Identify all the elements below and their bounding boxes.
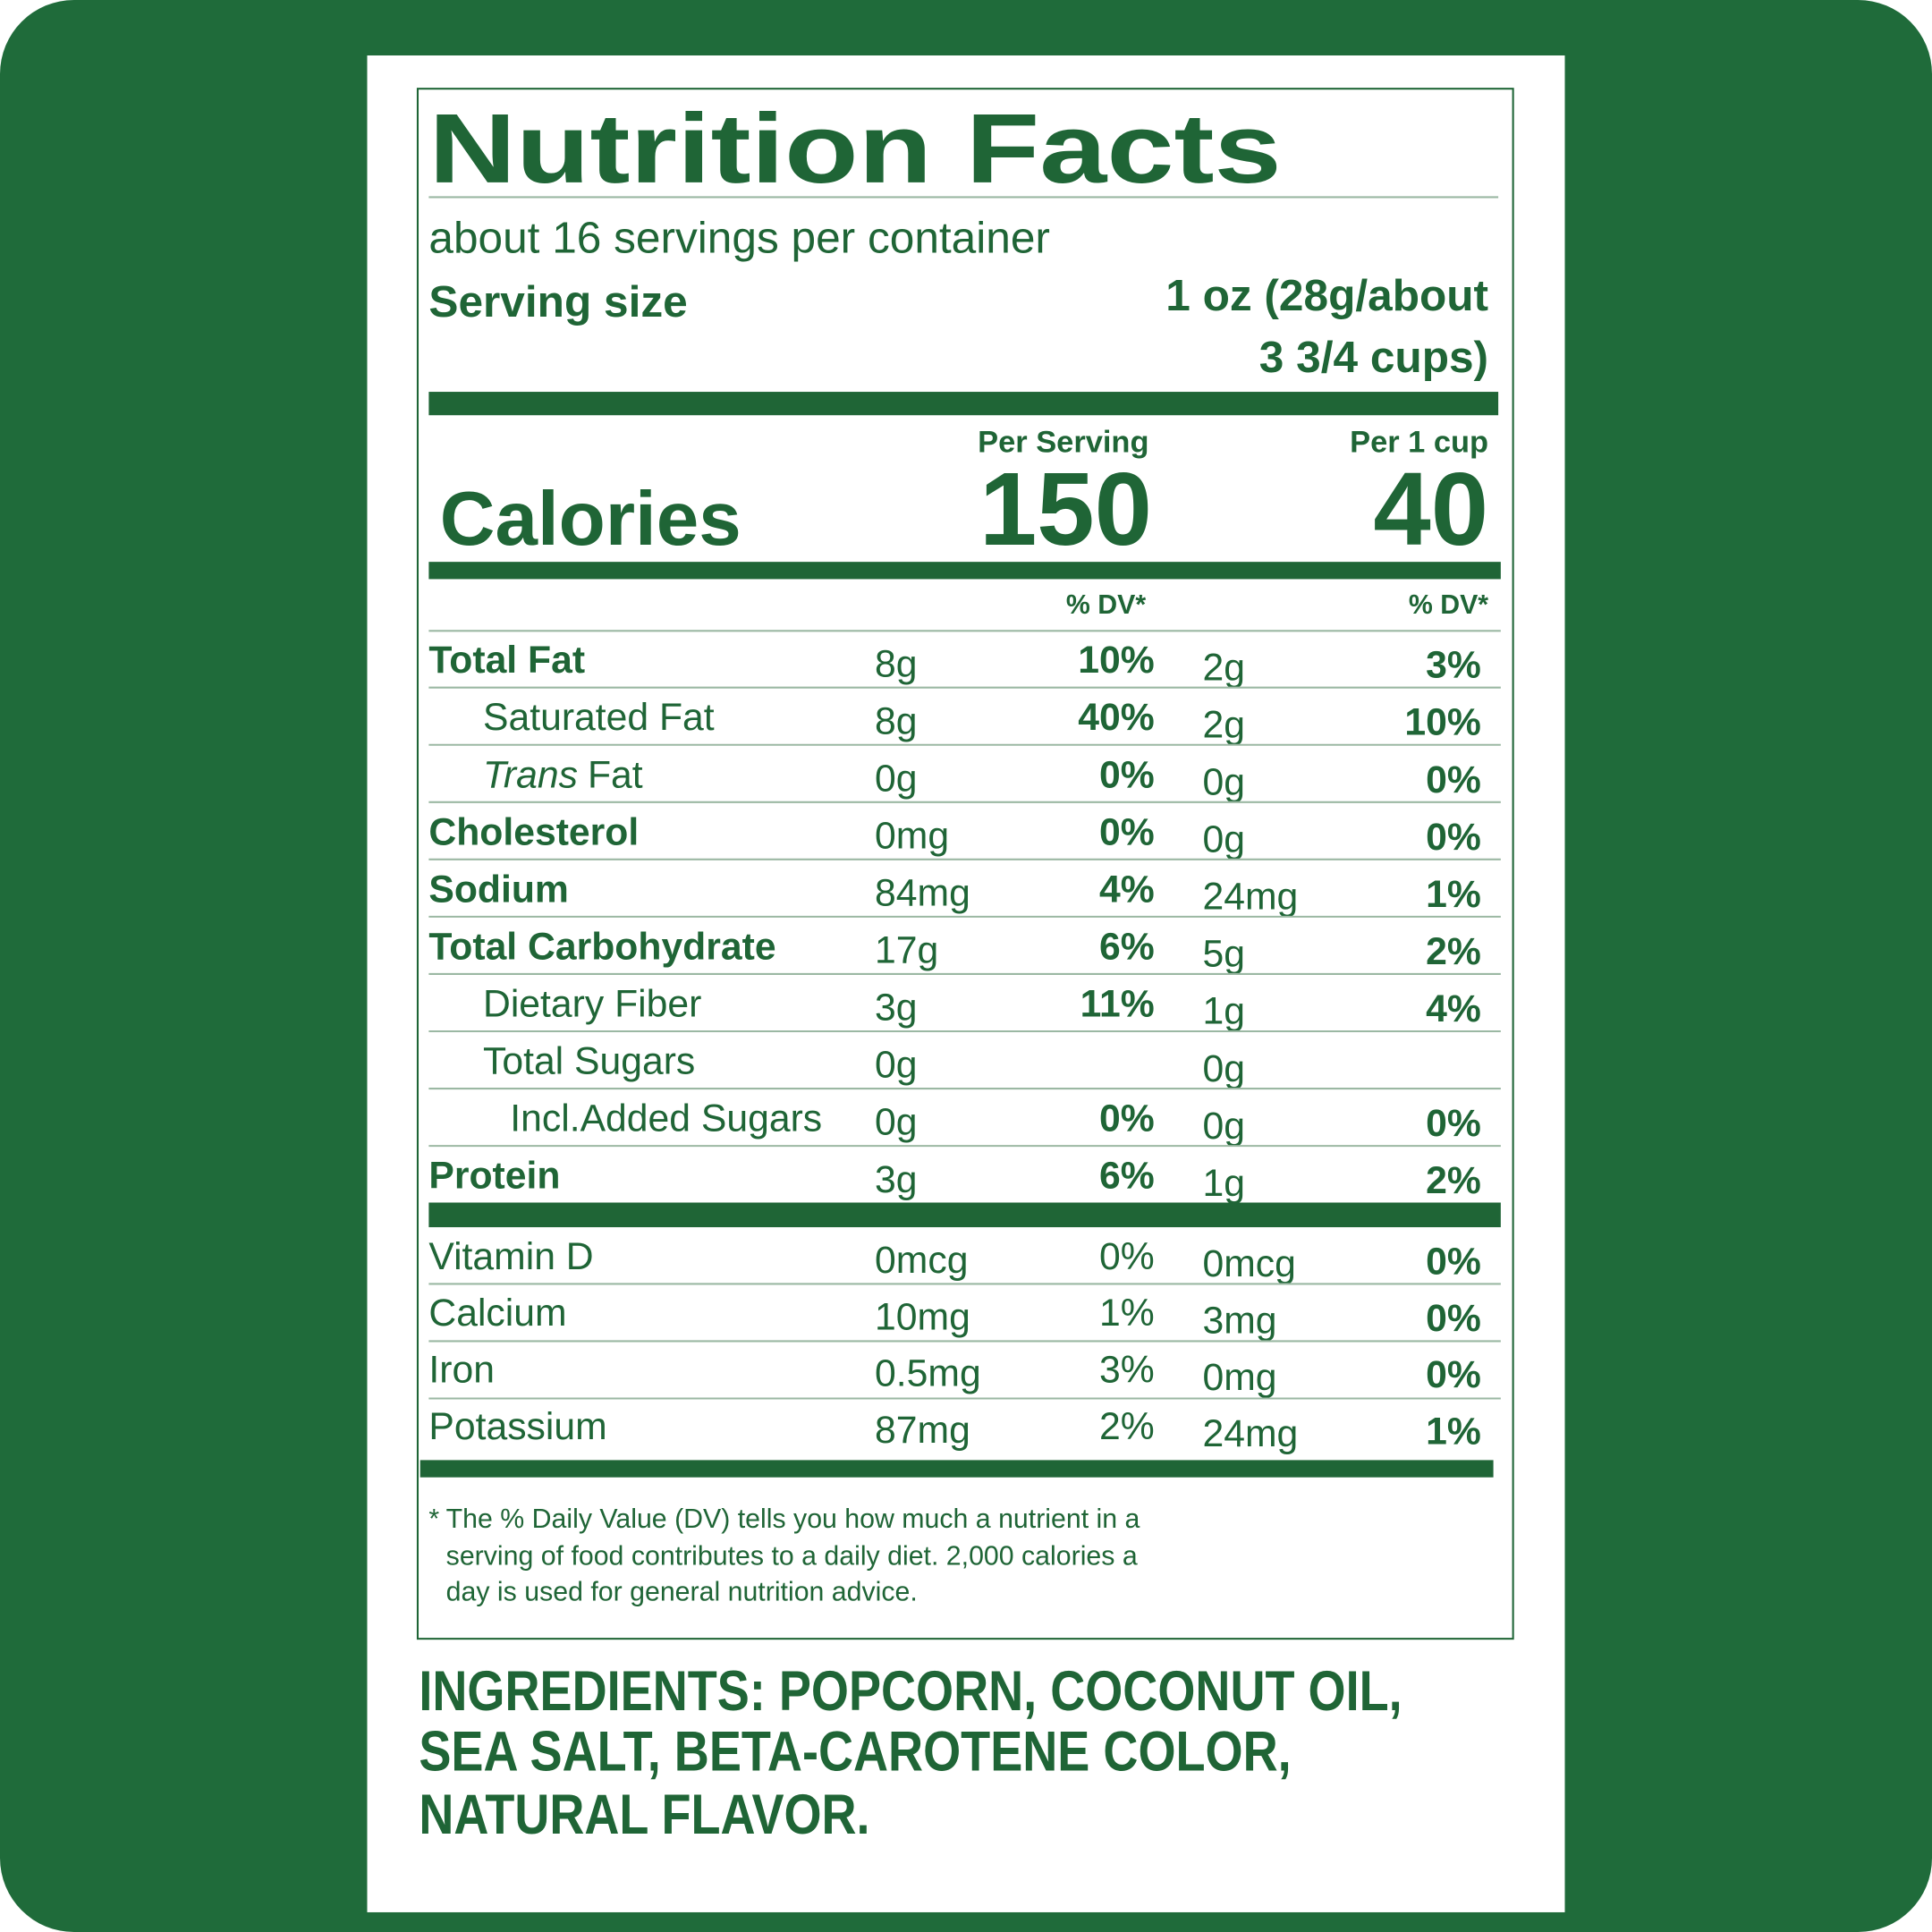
cup-amount: 2g <box>1202 646 1244 689</box>
amount: 10mg <box>875 1295 970 1338</box>
cup-daily-value: 0% <box>1426 816 1481 859</box>
cup-daily-value: 10% <box>1404 701 1480 744</box>
nutrient-name: Dietary Fiber <box>483 982 701 1025</box>
servings: about 16 servings per container <box>428 212 1050 262</box>
cup-amount: 0g <box>1202 761 1244 804</box>
cup-daily-value: 0% <box>1426 1240 1481 1283</box>
amount: 0mcg <box>875 1239 968 1282</box>
amount: 17g <box>875 929 938 972</box>
nutrient-name: Incl.Added Sugars <box>510 1097 822 1140</box>
amount: 84mg <box>875 872 970 915</box>
cup-daily-value: 1% <box>1426 1410 1481 1453</box>
nutrient-name: Protein <box>428 1155 560 1198</box>
amount: 0g <box>875 1101 917 1144</box>
cup-amount: 1g <box>1202 990 1244 1033</box>
calories-per-cup: 40 <box>1373 451 1488 567</box>
dv-header: % DV* <box>1066 590 1146 620</box>
serving-size-value: 1 oz (28g/about <box>1165 270 1488 320</box>
thick-bar <box>419 1460 1494 1478</box>
amount: 0mg <box>875 814 949 857</box>
nutrient-name: Iron <box>428 1349 495 1392</box>
nutrient-name: Potassium <box>428 1405 606 1448</box>
daily-value: 0% <box>1099 810 1155 853</box>
cup-amount: 0mcg <box>1202 1242 1295 1285</box>
facts-border <box>416 88 1514 1640</box>
thick-bar <box>428 562 1501 580</box>
nutrient-name: Cholesterol <box>428 810 639 853</box>
footnote: serving of food contributes to a daily d… <box>446 1541 1138 1571</box>
label-card <box>367 55 1565 1912</box>
cup-daily-value: 4% <box>1426 987 1481 1030</box>
daily-value: 6% <box>1099 925 1155 968</box>
ingredients: INGREDIENTS: POPCORN, COCONUT OIL, <box>419 1660 1402 1723</box>
nutrient-name: Total Sugars <box>483 1040 695 1083</box>
footnote: The % Daily Value (DV) tells you how muc… <box>446 1504 1140 1534</box>
calories-label: Calories <box>440 477 741 562</box>
cup-amount: 0mg <box>1202 1356 1276 1399</box>
daily-value: 2% <box>1099 1405 1155 1448</box>
daily-value: 6% <box>1099 1155 1155 1198</box>
serving-size-value: 3 3/4 cups) <box>1259 332 1488 382</box>
nutrient-name: Calcium <box>428 1292 566 1335</box>
amount: 3g <box>875 987 917 1030</box>
amount: 3g <box>875 1158 917 1201</box>
daily-value: 3% <box>1099 1349 1155 1392</box>
nutrient-rows: Total Fat 8g 10% 2g 3% Saturated Fat 8g 40% 2g 10… <box>428 639 1501 1455</box>
daily-value: 0% <box>1099 1097 1155 1140</box>
nutrient-name-italic: Trans <box>483 753 578 796</box>
cup-daily-value: 2% <box>1426 930 1481 973</box>
per-serving-label: Per Serving <box>978 426 1148 460</box>
cup-amount: 2g <box>1202 703 1244 746</box>
daily-value: 11% <box>1080 982 1155 1025</box>
daily-value: 1% <box>1099 1292 1155 1335</box>
cup-daily-value: 1% <box>1426 873 1481 916</box>
daily-value: 40% <box>1078 696 1154 739</box>
ingredients: NATURAL FLAVOR. <box>419 1784 869 1846</box>
cup-amount: 5g <box>1202 933 1244 976</box>
cup-amount: 0g <box>1202 1047 1244 1090</box>
per-cup-label: Per 1 cup <box>1350 426 1488 460</box>
ingredients: SEA SALT, BETA-CAROTENE COLOR, <box>419 1721 1291 1784</box>
cup-amount: 0g <box>1202 818 1244 861</box>
cup-amount: 1g <box>1202 1162 1244 1205</box>
cup-daily-value: 0% <box>1426 1353 1481 1396</box>
amount: 87mg <box>875 1409 970 1452</box>
cup-daily-value: 3% <box>1426 644 1481 687</box>
nutrient-name: Sodium <box>428 868 569 911</box>
cup-daily-value: 2% <box>1426 1159 1481 1202</box>
nutrient-name: Fat <box>588 753 643 796</box>
thick-bar <box>428 1202 1501 1228</box>
title: Nutrition Facts <box>428 94 1281 204</box>
daily-value: 0% <box>1099 753 1155 796</box>
amount: 0g <box>875 1044 917 1087</box>
thick-bar <box>428 392 1499 416</box>
amount: 0g <box>875 757 917 800</box>
serving-size-label: Serving size <box>428 276 687 326</box>
dv-header: % DV* <box>1409 590 1488 620</box>
calories-per-serving: 150 <box>979 451 1152 567</box>
amount: 8g <box>875 642 917 685</box>
cup-daily-value: 0% <box>1426 1297 1481 1340</box>
cup-amount: 24mg <box>1202 1412 1298 1455</box>
nutrient-name: Total Carbohydrate <box>428 925 775 968</box>
cup-amount: 3mg <box>1202 1300 1276 1343</box>
nutrient-name: Vitamin D <box>428 1235 593 1278</box>
footnote-mark: * <box>428 1504 439 1534</box>
cup-amount: 0g <box>1202 1105 1244 1148</box>
cup-amount: 24mg <box>1202 876 1298 919</box>
nutrient-name: Saturated Fat <box>483 696 715 739</box>
nutrient-name: Total Fat <box>428 639 585 682</box>
nutrient-name: Trans Fat <box>483 753 643 796</box>
cup-daily-value: 0% <box>1426 1102 1481 1145</box>
amount: 0.5mg <box>875 1352 981 1395</box>
daily-value: 10% <box>1078 639 1154 682</box>
cup-daily-value: 0% <box>1426 758 1481 801</box>
amount: 8g <box>875 699 917 742</box>
daily-value: 0% <box>1099 1235 1155 1278</box>
daily-value: 4% <box>1099 868 1155 911</box>
footnote: day is used for general nutrition advice… <box>446 1577 918 1606</box>
